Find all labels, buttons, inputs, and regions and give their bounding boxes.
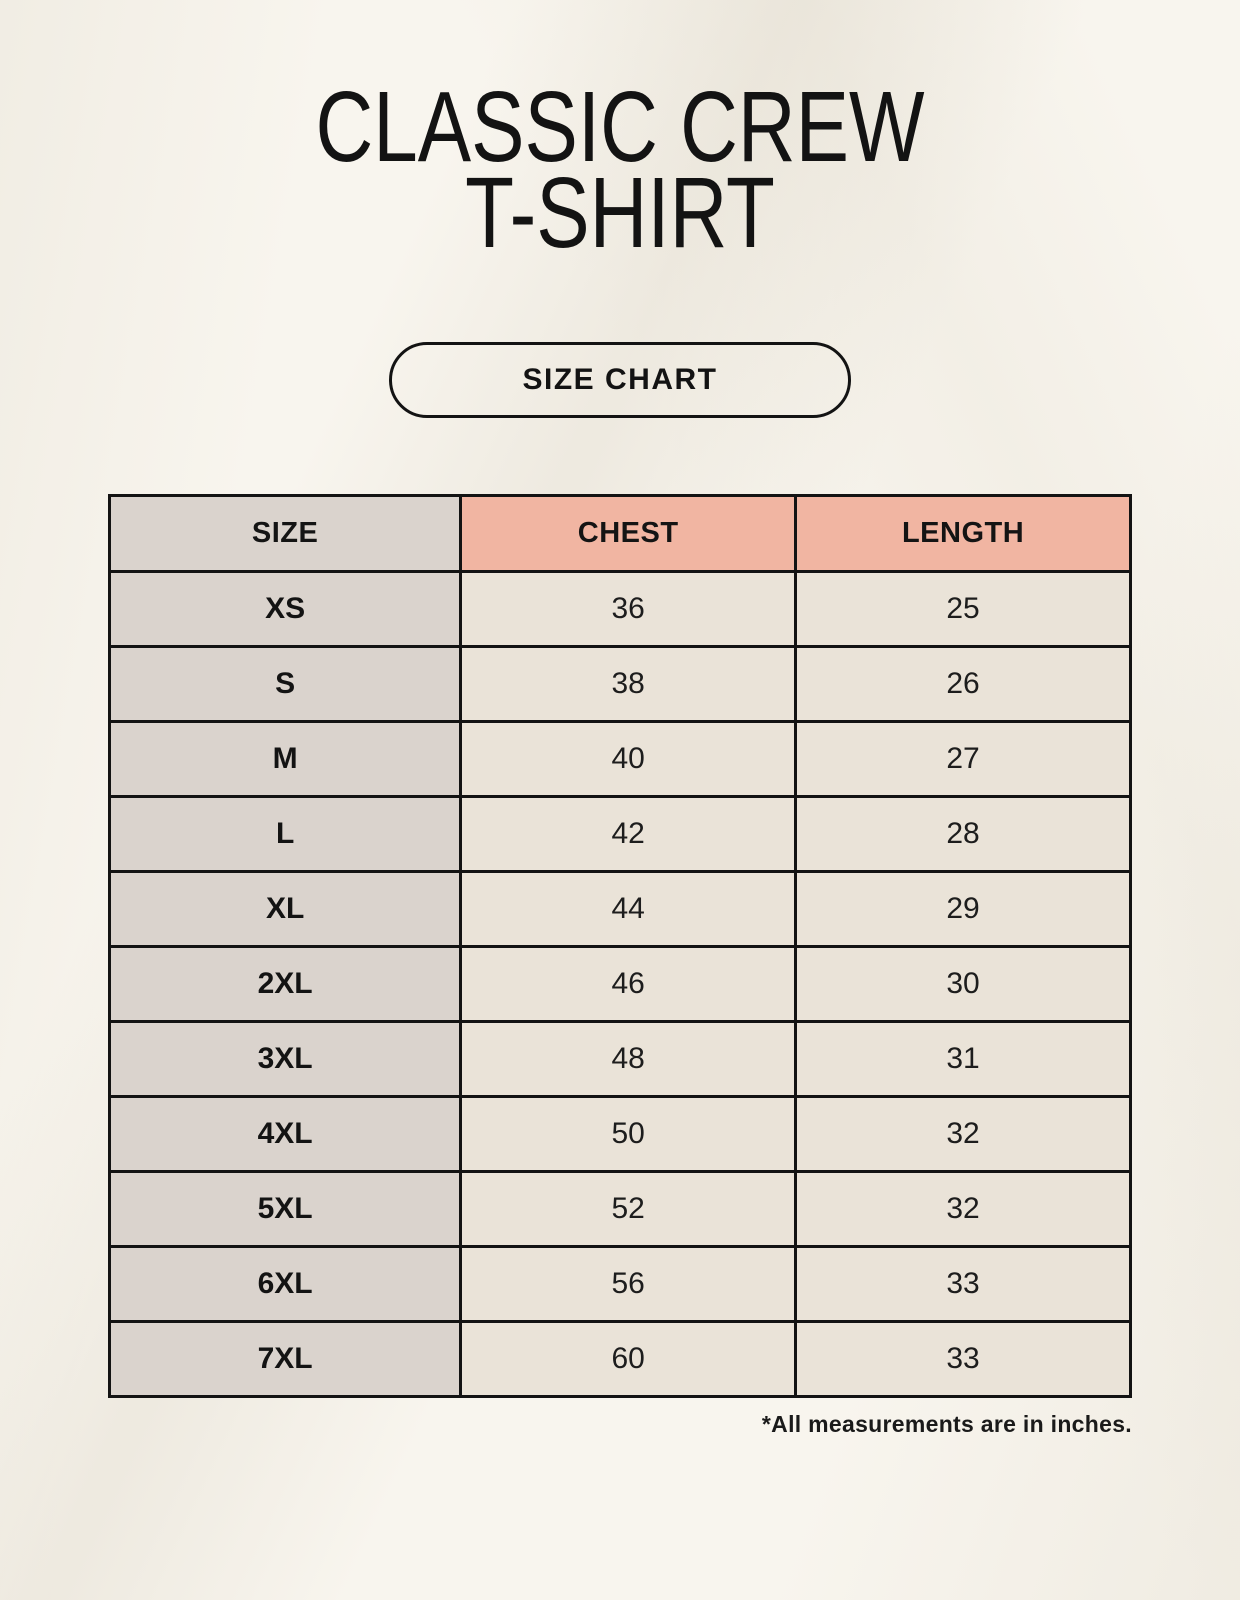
size-label-cell: 6XL <box>107 1245 463 1323</box>
table-row: 7XL 60 33 <box>107 1320 1132 1398</box>
page-title: CLASSIC CREW T-SHIRT <box>124 0 1116 263</box>
table-row: M 40 27 <box>107 720 1132 798</box>
measurement-cell: 50 <box>459 1095 798 1173</box>
size-label-cell: L <box>107 795 463 873</box>
size-label-cell: XS <box>107 570 463 648</box>
size-label-cell: 7XL <box>107 1320 463 1398</box>
measurement-cell: 56 <box>459 1245 798 1323</box>
measurement-cell: 38 <box>459 645 798 723</box>
size-label-cell: 4XL <box>107 1095 463 1173</box>
size-chart-button-label: SIZE CHART <box>522 363 718 396</box>
measurement-cell: 26 <box>794 645 1132 723</box>
size-chart-table: SIZE CHEST LENGTH XS 36 25 S 38 26 M 40 27 L 42 28 XL 4… <box>107 494 1132 1398</box>
measurement-cell: 29 <box>794 870 1132 948</box>
measurement-cell: 44 <box>459 870 798 948</box>
size-label-cell: M <box>107 720 463 798</box>
measurement-cell: 33 <box>794 1320 1132 1398</box>
table-row: 6XL 56 33 <box>107 1245 1132 1323</box>
size-chart-button[interactable]: SIZE CHART <box>389 342 851 418</box>
measurement-cell: 46 <box>459 945 798 1023</box>
measurement-cell: 33 <box>794 1245 1132 1323</box>
column-header-length: LENGTH <box>794 494 1132 573</box>
column-header-size: SIZE <box>107 494 463 573</box>
measurement-cell: 60 <box>459 1320 798 1398</box>
column-header-chest: CHEST <box>459 494 798 573</box>
page-title-line1: CLASSIC CREW <box>315 71 925 183</box>
table-row: 4XL 50 32 <box>107 1095 1132 1173</box>
measurement-cell: 42 <box>459 795 798 873</box>
table-body: XS 36 25 S 38 26 M 40 27 L 42 28 XL 44 29 2XL 46 30 3XL 48 3… <box>107 570 1132 1398</box>
measurement-cell: 25 <box>794 570 1132 648</box>
measurement-cell: 32 <box>794 1170 1132 1248</box>
page-title-line2: T-SHIRT <box>465 157 775 269</box>
measurement-cell: 40 <box>459 720 798 798</box>
measurement-cell: 48 <box>459 1020 798 1098</box>
table-row: S 38 26 <box>107 645 1132 723</box>
size-label-cell: 3XL <box>107 1020 463 1098</box>
measurement-cell: 31 <box>794 1020 1132 1098</box>
measurement-cell: 52 <box>459 1170 798 1248</box>
size-label-cell: 2XL <box>107 945 463 1023</box>
table-row: 3XL 48 31 <box>107 1020 1132 1098</box>
table-row: XS 36 25 <box>107 570 1132 648</box>
table-row: 2XL 46 30 <box>107 945 1132 1023</box>
size-chart-page: CLASSIC CREW T-SHIRT SIZE CHART SIZE CHES… <box>107 0 1132 1437</box>
table-row: XL 44 29 <box>107 870 1132 948</box>
size-label-cell: S <box>107 645 463 723</box>
table-head: SIZE CHEST LENGTH <box>107 494 1132 573</box>
table-row: 5XL 52 32 <box>107 1170 1132 1248</box>
measurement-cell: 27 <box>794 720 1132 798</box>
table-header-row: SIZE CHEST LENGTH <box>107 494 1132 573</box>
size-label-cell: XL <box>107 870 463 948</box>
measurement-cell: 32 <box>794 1095 1132 1173</box>
measurements-footnote: *All measurements are in inches. <box>761 1411 1132 1437</box>
measurement-cell: 30 <box>794 945 1132 1023</box>
table-row: L 42 28 <box>107 795 1132 873</box>
measurement-cell: 36 <box>459 570 798 648</box>
size-label-cell: 5XL <box>107 1170 463 1248</box>
measurement-cell: 28 <box>794 795 1132 873</box>
